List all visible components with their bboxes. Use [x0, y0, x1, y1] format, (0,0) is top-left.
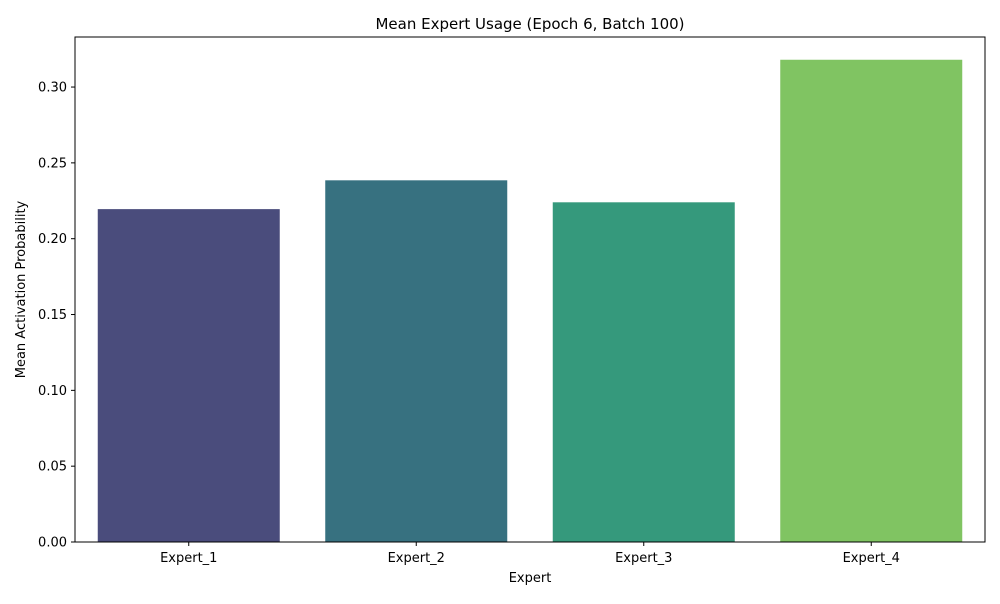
y-axis-label: Mean Activation Probability: [14, 200, 29, 378]
y-tick-label: 0.30: [38, 81, 67, 96]
y-tick-label: 0.10: [38, 384, 67, 399]
y-tick-label: 0.00: [38, 536, 67, 551]
x-axis-label: Expert: [509, 571, 552, 586]
x-tick-label: Expert_4: [843, 551, 900, 566]
plot-frame: [74, 36, 986, 543]
chart-title: Mean Expert Usage (Epoch 6, Batch 100): [375, 15, 684, 33]
bar-expert-1: [97, 209, 280, 542]
x-tick-label: Expert_1: [160, 551, 217, 566]
y-tick-label: 0.25: [38, 156, 67, 171]
bars-layer: [97, 59, 963, 543]
x-tick-label: Expert_3: [615, 551, 672, 566]
y-axis: 0.00 0.05 0.10 0.15 0.20 0.25 0.30: [38, 81, 75, 551]
y-tick-label: 0.05: [38, 460, 67, 475]
y-tick-label: 0.15: [38, 308, 67, 323]
x-axis: Expert_1 Expert_2 Expert_3 Expert_4: [160, 542, 900, 566]
bar-expert-3: [552, 202, 735, 543]
x-tick-label: Expert_2: [388, 551, 445, 566]
bar-expert-4: [780, 59, 963, 542]
y-tick-label: 0.20: [38, 232, 67, 247]
bar-expert-2: [325, 180, 508, 542]
